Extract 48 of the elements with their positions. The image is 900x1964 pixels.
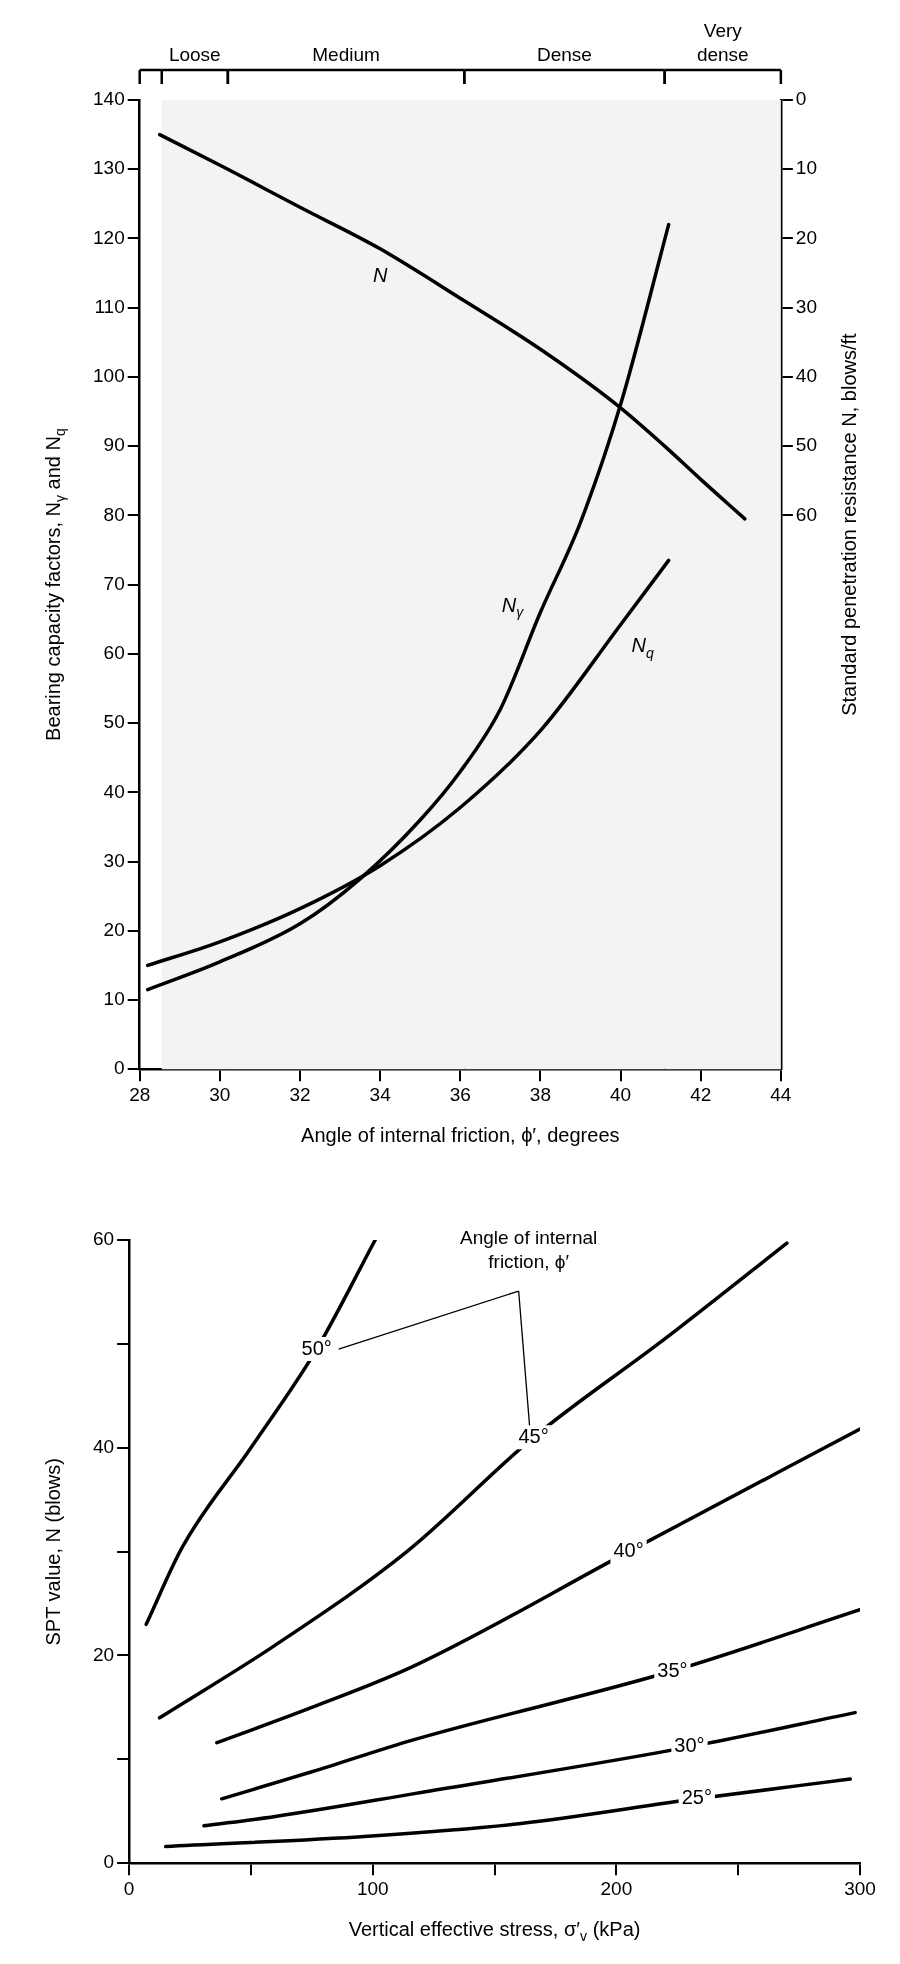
y-tick-label: 120 [93,226,125,248]
x-tick-label: 44 [770,1083,792,1105]
y-tick-label: 0 [103,1851,115,1873]
annotation: Angle of internal friction, ϕ′ [459,1227,598,1273]
y-tick-label: 130 [93,157,125,179]
y-tick-label: 0 [114,1057,125,1079]
y-tick-label: 20 [92,1643,115,1665]
x-tick-label: 36 [449,1083,471,1105]
y2-tick-label: 10 [795,157,818,179]
y-tick-label: 90 [103,434,125,456]
x-tick-label: 300 [844,1877,876,1899]
x-tick-label: 28 [129,1083,151,1105]
x-tick-label: 200 [600,1877,633,1899]
x-tick-label: 42 [690,1083,712,1105]
y-tick-label: 40 [103,780,125,802]
y2-tick-label: 50 [795,434,818,456]
y2-tick-label: 40 [795,365,818,387]
x-tick-label: 30 [209,1083,231,1105]
series-label: N [372,264,388,287]
y-tick-label: 100 [93,365,125,387]
y2-tick-label: 60 [795,503,818,525]
y-tick-label: 50 [103,711,125,733]
band-label: Very dense [696,20,749,66]
y2-tick-label: 0 [795,88,807,110]
band-label: Dense [537,44,592,66]
y2-tick-label: 20 [795,226,818,248]
x-tick-label: 38 [529,1083,551,1105]
y-tick-label: 10 [103,988,125,1010]
x-tick-label: 40 [610,1083,632,1105]
y-tick-label: 60 [92,1228,115,1250]
y-tick-label: 40 [92,1435,115,1457]
x-axis-title: Angle of internal friction, ϕ′, degrees [301,1123,620,1146]
y-tick-label: 20 [103,918,125,940]
x-tick-label: 34 [369,1083,392,1105]
y-tick-label: 80 [103,503,125,525]
y-axis-title: Bearing capacity factors, Nγ and Nq [41,428,68,741]
y-tick-label: 70 [103,572,125,594]
y-tick-label: 60 [103,642,125,664]
y-tick-label: 110 [94,295,125,317]
y-tick-label: 30 [103,849,125,871]
y2-axis-title: Standard penetration resistance N, blows/ft [837,332,860,716]
y2-tick-label: 30 [795,295,818,317]
x-tick-label: 32 [289,1083,311,1105]
x-tick-label: 100 [356,1877,389,1899]
y-tick-label: 140 [93,88,125,110]
y-axis-title: SPT value, N (blows) [41,1458,64,1646]
band-label: Medium [312,44,380,66]
band-label: Loose [168,44,221,66]
